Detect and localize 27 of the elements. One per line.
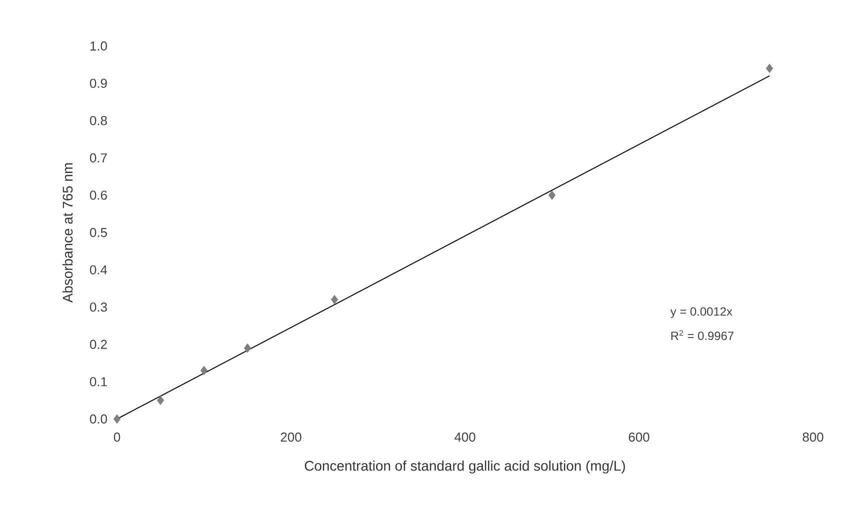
point (766, 64, 774, 74)
y-tick-label: 0.5 (90, 228, 107, 238)
point (156, 396, 164, 406)
x-tick-label: 800 (802, 432, 824, 442)
y-tick-label: 1.0 (90, 41, 107, 51)
annotation: R$^{2}$ = 0.9967 (671, 330, 734, 340)
y-tick-label: 0.7 (90, 153, 107, 162)
x-axis-title: Concentration of standard gallic acid solution (mg/L) (304, 460, 625, 474)
y-tick-label: 0.4 (90, 265, 108, 274)
y-tick-label: 0.6 (90, 190, 107, 200)
annotation: y = 0.0012x (670, 307, 732, 318)
y-tick-label: 0.1 (90, 377, 107, 386)
y-axis-title: Absorbance at 765 nm (62, 163, 73, 303)
point (330, 294, 338, 304)
x-tick-label: 600 (628, 432, 650, 442)
y-tick-label: 0.9 (90, 78, 107, 88)
y-tick-label: 0.2 (90, 340, 107, 349)
y-tick-label: 0.0 (90, 414, 107, 424)
x-tick-label: 0 (114, 432, 120, 442)
x-tick-label: 400 (454, 432, 476, 442)
point (113, 414, 121, 424)
y-tick-label: 0.8 (90, 116, 107, 126)
point (200, 366, 208, 376)
point (244, 343, 252, 353)
point (548, 190, 556, 200)
y-tick-label: 0.3 (90, 302, 107, 312)
x-tick-label: 200 (280, 432, 302, 442)
